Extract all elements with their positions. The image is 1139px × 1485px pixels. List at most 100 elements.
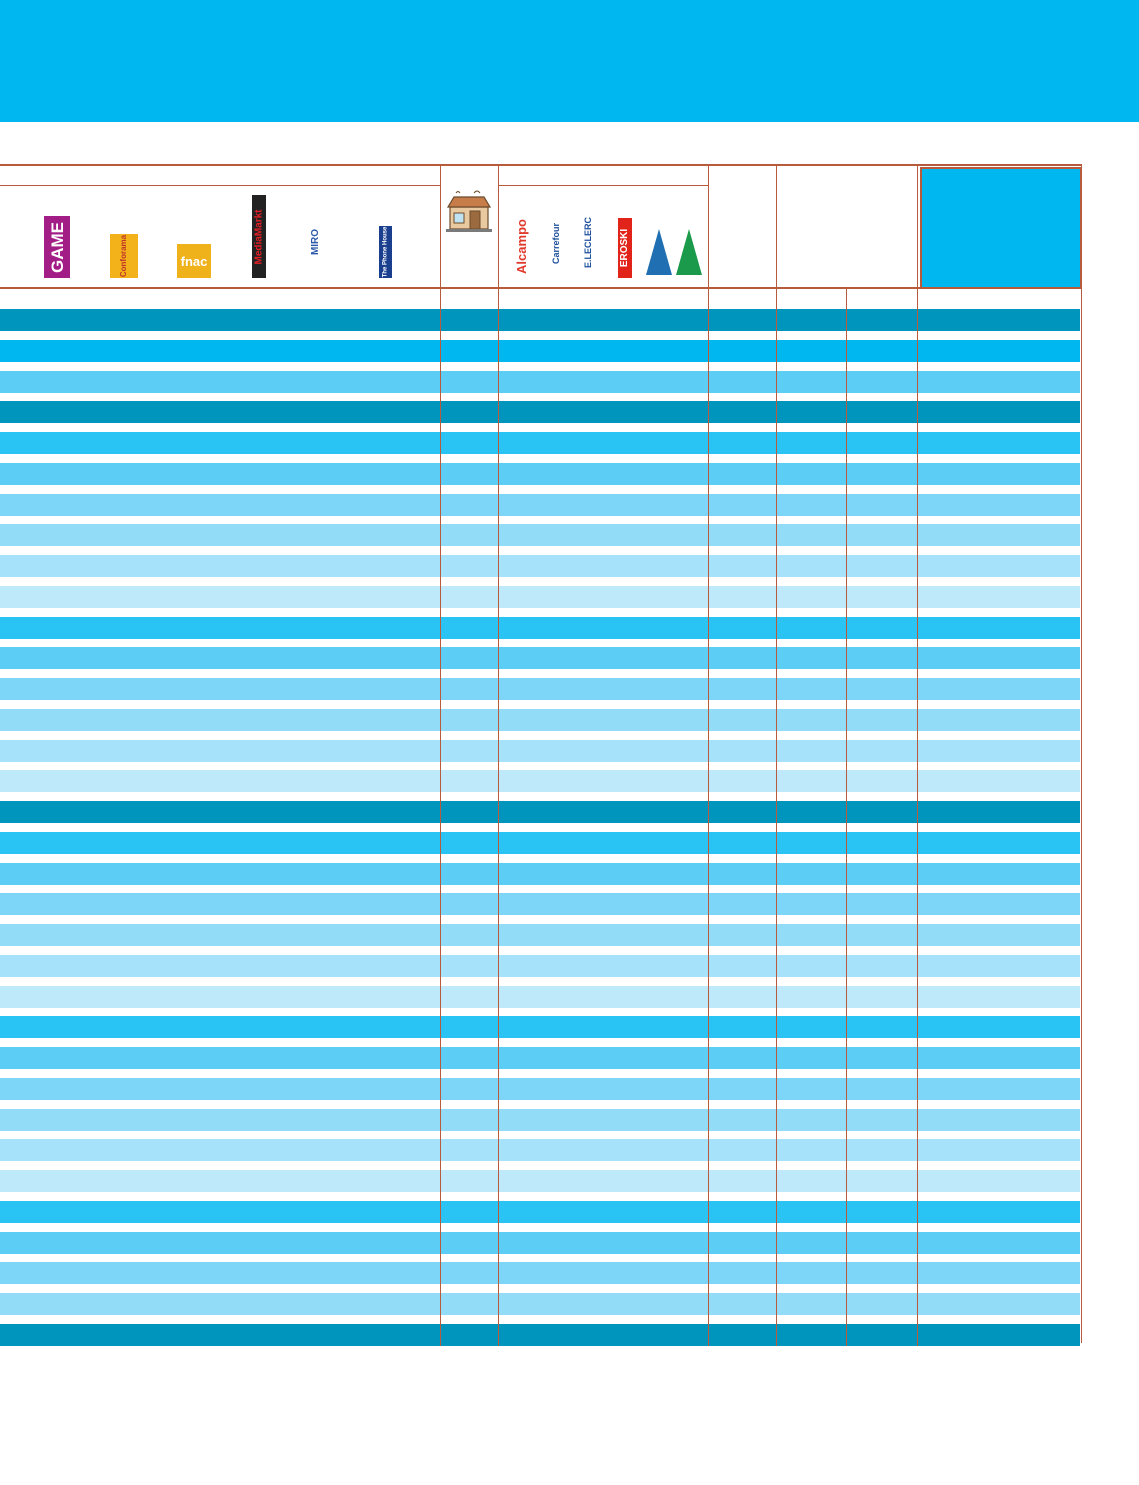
row-separator <box>776 678 777 700</box>
row-separator <box>776 463 777 485</box>
row-separator <box>440 555 441 577</box>
row-separator <box>776 1324 777 1346</box>
table-row <box>0 801 1080 823</box>
row-separator <box>708 1139 709 1161</box>
table-row <box>0 1170 1080 1192</box>
table-row <box>0 401 1080 423</box>
row-separator <box>440 432 441 454</box>
table-row <box>0 524 1080 546</box>
row-separator <box>498 955 499 977</box>
row-separator <box>708 955 709 977</box>
alcampo-logo: Alcampo <box>513 214 529 278</box>
row-separator <box>498 1324 499 1346</box>
row-separator <box>708 709 709 731</box>
leclerc-logo: E.LECLERC <box>582 206 594 278</box>
table-row <box>0 494 1080 516</box>
row-separator <box>776 1293 777 1315</box>
row-separator <box>846 770 847 792</box>
row-separator <box>498 832 499 854</box>
table-row <box>0 617 1080 639</box>
row-separator <box>776 1170 777 1192</box>
row-separator <box>440 1139 441 1161</box>
row-separator <box>440 309 441 331</box>
game-logo-text: GAME <box>47 221 67 273</box>
table-row <box>0 986 1080 1008</box>
row-separator <box>846 494 847 516</box>
row-separator <box>498 740 499 762</box>
header-top-rule <box>0 164 1082 166</box>
row-separator <box>917 863 918 885</box>
row-separator <box>498 1293 499 1315</box>
row-separator <box>917 709 918 731</box>
row-separator <box>440 1016 441 1038</box>
row-separator <box>708 1293 709 1315</box>
table-row <box>0 709 1080 731</box>
row-separator <box>708 770 709 792</box>
row-separator <box>917 1078 918 1100</box>
row-separator <box>440 371 441 393</box>
row-separator <box>776 1109 777 1131</box>
row-separator <box>917 524 918 546</box>
row-separator <box>708 893 709 915</box>
row-separator <box>440 1109 441 1131</box>
row-separator <box>498 1262 499 1284</box>
row-separator <box>776 1047 777 1069</box>
row-separator <box>708 1262 709 1284</box>
row-separator <box>846 647 847 669</box>
row-separator <box>498 586 499 608</box>
row-separator <box>776 309 777 331</box>
row-separator <box>708 678 709 700</box>
row-separator <box>498 1170 499 1192</box>
row-separator <box>498 893 499 915</box>
row-separator <box>440 586 441 608</box>
table-row <box>0 463 1080 485</box>
highlight-column-header <box>920 167 1082 289</box>
table-row <box>0 863 1080 885</box>
hipercor-logo <box>646 229 672 275</box>
row-separator <box>708 309 709 331</box>
row-separator <box>440 1293 441 1315</box>
row-separator <box>776 986 777 1008</box>
row-separator <box>708 617 709 639</box>
table-row <box>0 924 1080 946</box>
row-separator <box>708 924 709 946</box>
row-separator <box>846 955 847 977</box>
row-separator <box>776 770 777 792</box>
header-bottom-rule <box>0 287 1082 289</box>
row-separator <box>846 740 847 762</box>
row-separator <box>776 494 777 516</box>
row-separator <box>776 340 777 362</box>
row-separator <box>498 432 499 454</box>
row-separator <box>917 770 918 792</box>
table-row <box>0 955 1080 977</box>
row-separator <box>498 1232 499 1254</box>
row-separator <box>917 1262 918 1284</box>
row-separator <box>440 401 441 423</box>
row-separator <box>498 1047 499 1069</box>
row-separator <box>440 832 441 854</box>
row-separator <box>708 647 709 669</box>
row-separator <box>776 1016 777 1038</box>
row-separator <box>846 463 847 485</box>
row-separator <box>708 1047 709 1069</box>
el-corte-ingles-logo <box>676 229 702 275</box>
row-separator <box>846 1170 847 1192</box>
row-separator <box>776 863 777 885</box>
header-banner <box>0 0 1139 122</box>
row-separator <box>776 647 777 669</box>
eroski-logo: EROSKI <box>618 218 632 278</box>
row-separator <box>776 924 777 946</box>
row-separator <box>440 955 441 977</box>
row-separator <box>917 371 918 393</box>
row-separator <box>708 586 709 608</box>
row-separator <box>917 647 918 669</box>
row-separator <box>776 1078 777 1100</box>
row-separator <box>846 1262 847 1284</box>
row-separator <box>708 740 709 762</box>
row-separator <box>917 801 918 823</box>
row-separator <box>776 371 777 393</box>
row-separator <box>708 371 709 393</box>
row-separator <box>498 801 499 823</box>
row-separator <box>708 494 709 516</box>
table-row <box>0 309 1080 331</box>
